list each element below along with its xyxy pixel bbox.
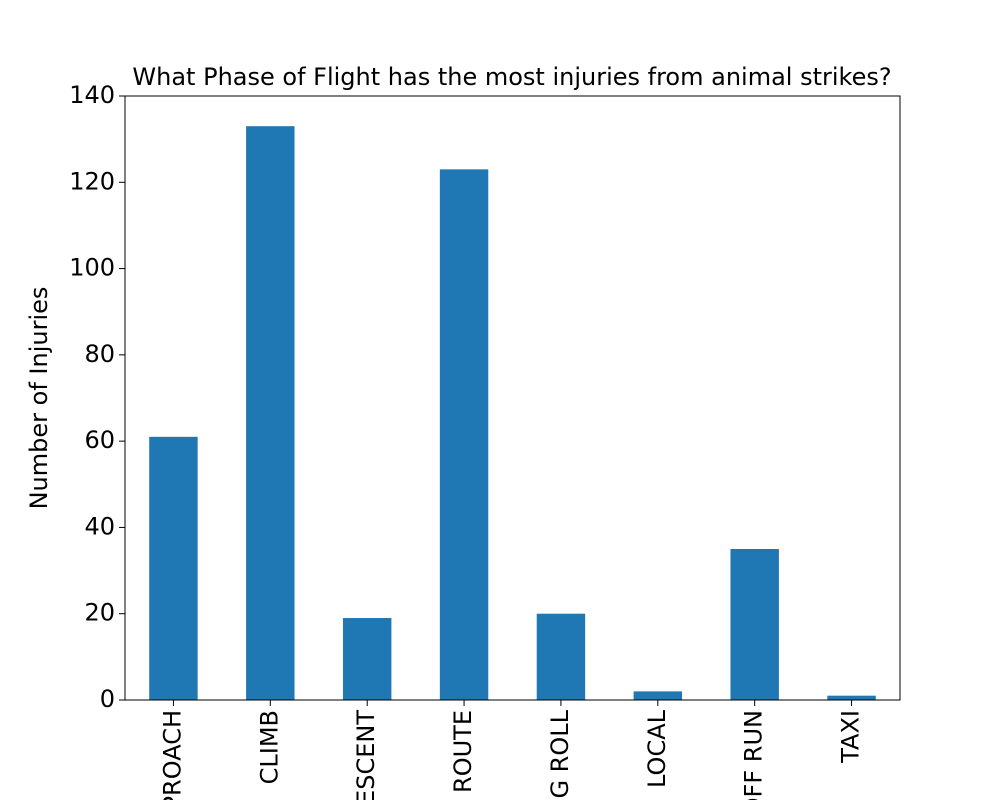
x-tick-label: TAXI [837, 710, 865, 764]
x-tick-label: APPROACH [158, 710, 186, 800]
y-tick-label: 0 [100, 685, 115, 713]
y-tick-label: 120 [69, 167, 115, 195]
x-tick-label: DESCENT [352, 710, 380, 800]
bar [633, 691, 683, 700]
y-tick-label: 100 [69, 254, 115, 282]
x-tick-label: LANDING ROLL [546, 709, 574, 800]
chart-title: What Phase of Flight has the most injuri… [132, 63, 891, 91]
x-tick-label: CLIMB [255, 710, 283, 784]
y-tick-label: 60 [84, 426, 115, 454]
x-tick-label: TAKEOFF RUN [740, 710, 768, 800]
y-tick-label: 80 [84, 340, 115, 368]
bar [730, 549, 779, 700]
y-axis-label: Number of Injuries [25, 287, 53, 510]
x-tick-label: EN ROUTE [449, 710, 477, 800]
bar [827, 695, 876, 700]
bar [536, 613, 586, 700]
bar [149, 436, 198, 700]
y-tick-label: 20 [84, 599, 115, 627]
y-tick-label: 140 [69, 81, 115, 109]
bar [246, 126, 295, 700]
y-tick-label: 40 [84, 512, 115, 540]
plot-frame [124, 95, 901, 701]
bar [439, 169, 489, 701]
x-tick-label: LOCAL [643, 709, 671, 788]
bar [342, 618, 392, 700]
